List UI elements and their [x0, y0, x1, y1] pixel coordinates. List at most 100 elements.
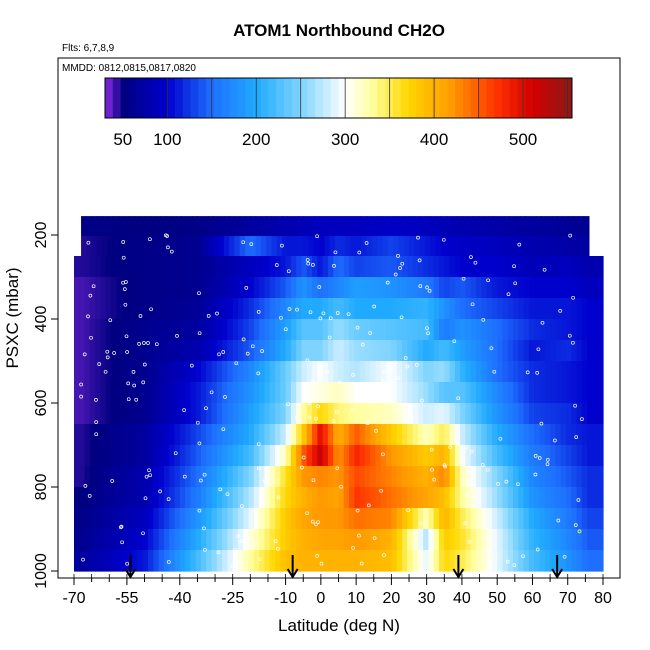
heatmap-cell: [79, 340, 86, 362]
sample-point: [204, 406, 208, 411]
heatmap-cell: [396, 382, 403, 404]
heatmap-cell: [578, 236, 585, 257]
heatmap-cell: [428, 466, 435, 488]
heatmap-cell: [148, 445, 154, 467]
heatmap-cell: [597, 382, 604, 404]
sample-point: [325, 370, 330, 375]
heatmap-cell: [190, 445, 197, 467]
y-axis-label: PSXC (mbar): [3, 267, 22, 368]
heatmap-cell: [121, 445, 128, 467]
sample-point: [87, 494, 92, 498]
heatmap-cell: [195, 550, 202, 572]
sample-point: [418, 284, 423, 288]
sample-point: [280, 243, 284, 248]
heatmap-cell: [428, 319, 435, 341]
heatmap-cell: [245, 216, 251, 237]
heatmap-cell: [386, 466, 392, 488]
heatmap-cell: [576, 424, 583, 446]
sample-point: [141, 531, 145, 536]
heatmap-cell: [301, 256, 308, 278]
heatmap-cell: [444, 340, 451, 362]
heatmap-cell: [285, 508, 292, 530]
heatmap-cell: [534, 487, 541, 509]
heatmap-cell: [195, 487, 202, 509]
heatmap-cell: [502, 340, 509, 362]
heatmap-cell: [571, 298, 578, 320]
heatmap-cell: [576, 529, 583, 551]
heatmap-cell: [333, 445, 340, 467]
sample-point: [473, 260, 478, 265]
heatmap-cell: [237, 382, 244, 404]
heatmap-cell: [137, 340, 144, 362]
heatmap-cell: [396, 424, 403, 446]
heatmap-cell: [317, 550, 324, 572]
heatmap-cell: [534, 256, 541, 278]
heatmap-cell: [227, 424, 234, 446]
heatmap-cell: [396, 319, 403, 341]
heatmap-cell: [169, 361, 176, 383]
heatmap-cell: [370, 508, 377, 530]
heatmap-cell: [481, 298, 488, 320]
sample-point: [545, 462, 550, 467]
heatmap-cell: [179, 277, 186, 299]
sample-point: [481, 317, 486, 322]
x-axis: -70 -55 -40 -25 -10 0 10 20 30 40 50 60 70 80: [62, 574, 612, 607]
colorbar-swatch: [548, 78, 557, 118]
heatmap-cell: [528, 277, 535, 299]
heatmap-cell: [303, 216, 310, 237]
sample-point: [464, 445, 468, 450]
heatmap-cell: [557, 216, 564, 237]
heatmap-cell: [349, 340, 355, 362]
sample-point: [148, 473, 152, 478]
heatmap-cell: [454, 487, 461, 509]
heatmap-cell: [285, 424, 292, 446]
heatmap-cell: [275, 298, 281, 320]
heatmap-cell: [587, 424, 594, 446]
heatmap-cell: [354, 466, 361, 488]
heatmap-cell: [206, 529, 213, 551]
sample-point: [512, 264, 516, 269]
heatmap-cell: [260, 236, 267, 257]
sample-point: [574, 435, 579, 439]
heatmap-cell: [306, 256, 313, 278]
heatmap-cell: [333, 382, 340, 404]
heatmap-cell: [338, 445, 345, 467]
heatmap-cell: [206, 466, 213, 488]
heatmap-cell: [190, 277, 197, 299]
heatmap-cell: [359, 298, 366, 320]
heatmap-cell: [227, 403, 234, 425]
sample-point: [367, 394, 372, 399]
heatmap-cell: [451, 236, 458, 257]
heatmap-cell: [407, 445, 414, 467]
heatmap-cell: [206, 340, 213, 362]
heatmap-cell: [497, 256, 504, 278]
heatmap-cell: [79, 382, 86, 404]
sample-point: [456, 396, 461, 401]
heatmap-cell: [544, 277, 551, 299]
heatmap-cell: [446, 216, 452, 237]
heatmap-cell: [112, 236, 119, 257]
heatmap-cell: [259, 403, 266, 425]
heatmap-cell: [253, 466, 260, 488]
heatmap-cell: [116, 403, 123, 425]
heatmap-cell: [322, 529, 329, 551]
heatmap-cell: [534, 319, 541, 341]
heatmap-cell: [174, 340, 181, 362]
heatmap-cell: [327, 445, 334, 467]
heatmap-cell: [423, 277, 430, 299]
heatmap-cell: [259, 424, 266, 446]
heatmap-cell: [409, 216, 415, 237]
heatmap-cell: [428, 298, 435, 320]
heatmap-cell: [327, 340, 334, 362]
heatmap-cell: [96, 236, 103, 257]
heatmap-cell: [253, 256, 260, 278]
heatmap-cell: [481, 403, 488, 425]
heatmap-cell: [428, 424, 435, 446]
heatmap-cell: [507, 424, 514, 446]
heatmap-cell: [396, 340, 403, 362]
heatmap-cell: [560, 508, 567, 530]
heatmap-cell: [206, 487, 213, 509]
heatmap-cell: [534, 529, 541, 551]
heatmap-cell: [544, 319, 551, 341]
heatmap-cell: [126, 298, 133, 320]
